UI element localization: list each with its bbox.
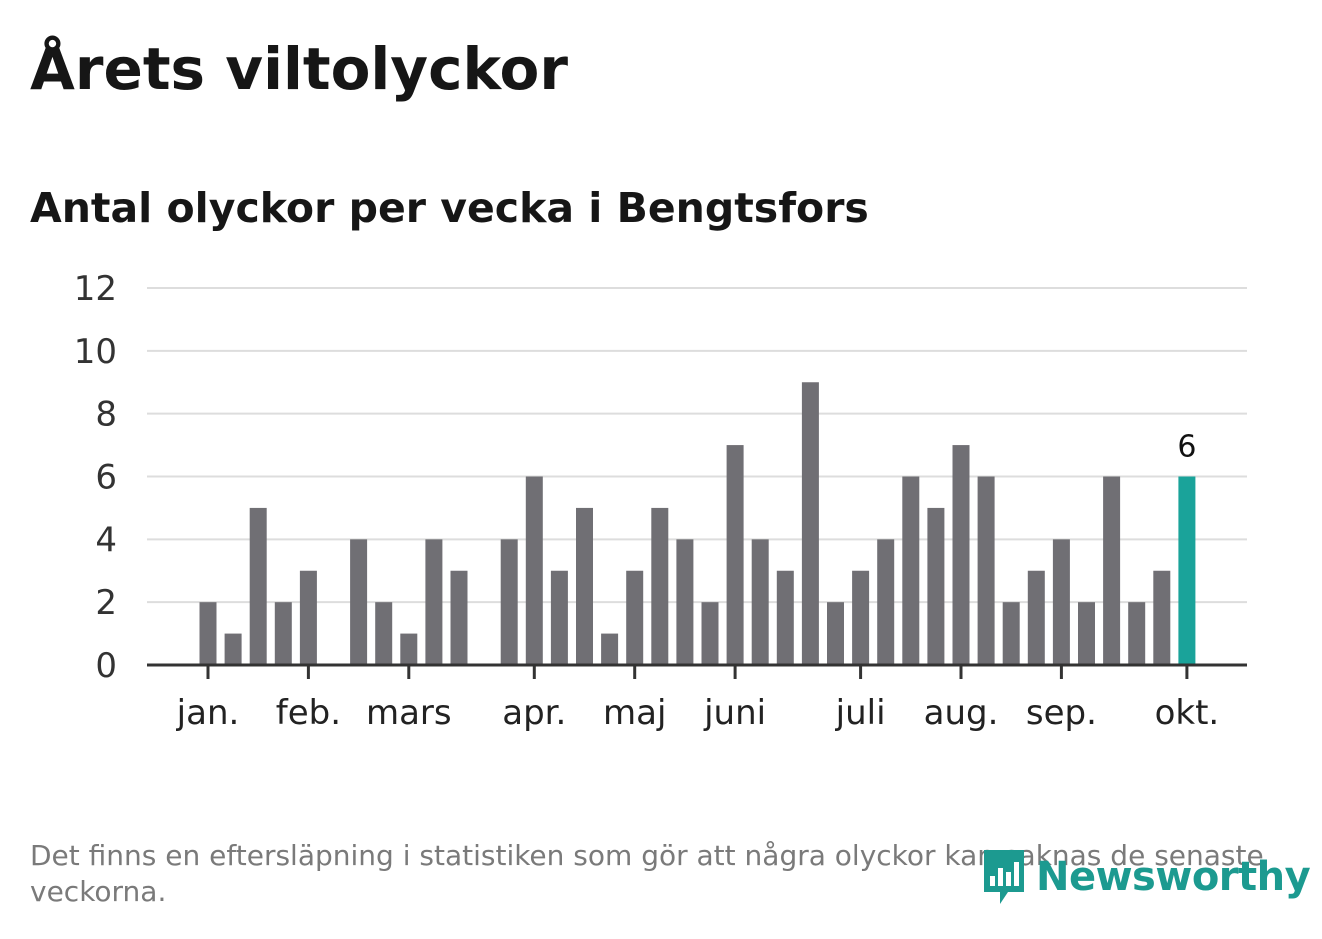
bar-week-29 <box>902 476 920 665</box>
bars <box>199 382 1196 665</box>
bar-week-10 <box>425 539 443 665</box>
bar-week-26 <box>827 602 844 665</box>
y-tick-label-2: 2 <box>95 583 117 623</box>
bar-week-4 <box>274 602 292 665</box>
bar-week-35 <box>1052 539 1070 665</box>
bar-week-13 <box>500 539 518 665</box>
bar-week-33 <box>1002 602 1020 665</box>
bar-week-1 <box>199 602 217 665</box>
bar-week-7 <box>350 539 368 665</box>
x-tick-label-apr.: apr. <box>502 693 566 733</box>
x-tick-label-sep.: sep. <box>1026 693 1097 733</box>
x-tick-label-juni: juni <box>703 693 766 733</box>
chart-subtitle: Antal olyckor per vecka i Bengtsfors <box>30 184 869 232</box>
bar-week-27 <box>852 570 870 665</box>
bar-week-15 <box>550 570 568 665</box>
newsworthy-chart-icon <box>984 850 1024 904</box>
bar-week-25 <box>801 382 819 665</box>
data-labels: 6 <box>1177 430 1196 465</box>
bar-chart: 0 2 4 6 8 10 12 jan. feb. mars apr. maj juni juli aug… <box>74 269 1247 733</box>
bar-week-22 <box>726 445 744 665</box>
bar-week-37 <box>1103 476 1121 665</box>
bar-week-30 <box>927 507 945 665</box>
x-tick-label-okt.: okt. <box>1155 693 1220 733</box>
bar-week-34 <box>1027 570 1045 665</box>
bar-week-14 <box>525 476 543 665</box>
y-axis-ticks: 0 2 4 6 8 10 12 <box>74 269 117 686</box>
y-tick-label-4: 4 <box>95 520 117 560</box>
bar-week-19 <box>651 507 669 665</box>
brand-name: Newsworthy <box>1036 854 1311 900</box>
chart-title: Årets viltolyckor <box>30 35 568 103</box>
x-tick-label-maj: maj <box>603 693 666 733</box>
bar-week-3 <box>249 507 267 665</box>
bar-week-38 <box>1128 602 1146 665</box>
bar-week-23 <box>751 539 769 665</box>
bar-week-16 <box>576 507 593 665</box>
x-axis-ticks: jan. feb. mars apr. maj juni juli aug. sep. okt. <box>176 665 1220 733</box>
data-label-highlight: 6 <box>1177 430 1196 465</box>
bar-week-5 <box>299 570 317 665</box>
y-tick-label-0: 0 <box>95 646 117 686</box>
bar-week-9 <box>400 633 418 665</box>
bar-highlight-week-40 <box>1178 476 1196 665</box>
bar-week-17 <box>601 633 619 665</box>
bar-week-32 <box>977 476 995 665</box>
x-tick-label-mars: mars <box>366 693 452 733</box>
bar-week-11 <box>450 570 468 665</box>
x-tick-label-aug.: aug. <box>924 693 999 733</box>
bar-week-18 <box>626 570 644 665</box>
bar-week-31 <box>952 445 970 665</box>
y-tick-label-10: 10 <box>74 332 117 372</box>
y-tick-label-6: 6 <box>95 458 117 498</box>
footnote: Det finns en eftersläpning i statistiken… <box>30 839 1264 908</box>
newsworthy-logo: Newsworthy <box>980 846 1311 908</box>
x-tick-label-jan.: jan. <box>176 693 240 733</box>
bar-week-39 <box>1153 570 1171 665</box>
bar-week-28 <box>877 539 895 665</box>
bar-week-8 <box>375 602 393 665</box>
bar-week-21 <box>701 602 719 665</box>
bar-week-24 <box>776 570 794 665</box>
y-tick-label-8: 8 <box>95 395 117 435</box>
bar-week-20 <box>676 539 694 665</box>
bar-week-2 <box>224 633 242 665</box>
y-tick-label-12: 12 <box>74 269 117 309</box>
bar-week-36 <box>1078 602 1095 665</box>
x-tick-label-juli: juli <box>835 693 886 733</box>
x-tick-label-feb.: feb. <box>276 693 341 733</box>
gridlines <box>147 287 1247 604</box>
